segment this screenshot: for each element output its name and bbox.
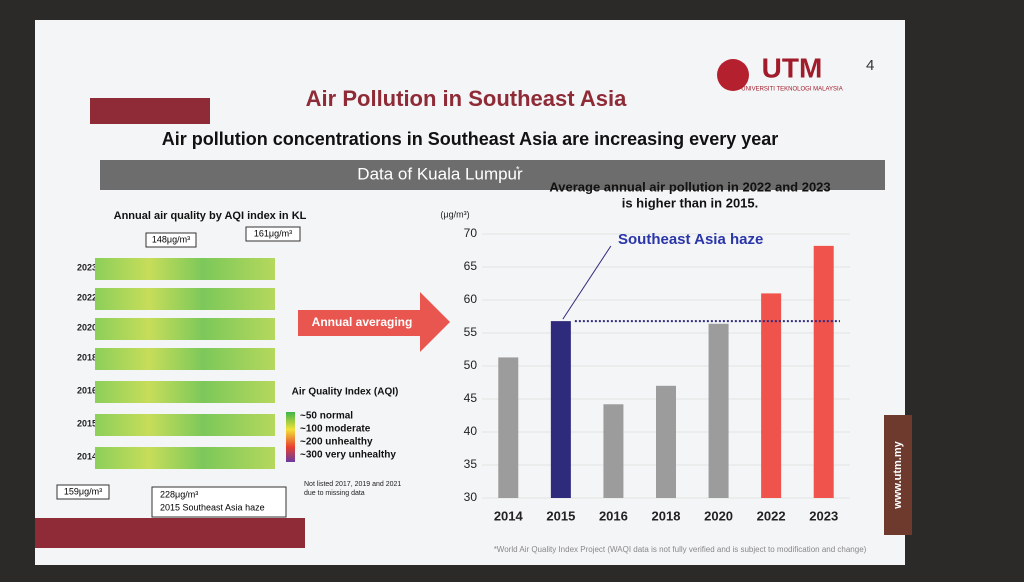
y-tick-label: 55: [464, 325, 478, 339]
y-tick-label: 50: [464, 358, 478, 372]
callout: 228μg/m³: [160, 489, 198, 499]
x-tick-label: 2023: [809, 508, 838, 523]
banner-mark: *: [516, 164, 520, 174]
legend-item: ~200 unhealthy: [300, 437, 373, 448]
banner: [100, 160, 885, 190]
y-tick-label: 45: [464, 391, 478, 405]
logo-sub: UNIVERSITI TEKNOLOGI MALAYSIA: [741, 87, 842, 93]
heatmap-row: [95, 447, 275, 469]
slide-subtitle: Air pollution concentrations in Southeas…: [162, 129, 779, 149]
y-tick-label: 30: [464, 490, 478, 504]
bar: [603, 404, 624, 498]
arrow: [298, 292, 450, 352]
callout-box: [56, 484, 110, 500]
slide-title: Air Pollution in Southeast Asia: [306, 86, 627, 111]
heatmap-title: Annual air quality by AQI index in KL: [114, 210, 307, 222]
heatmap-year: 2022: [77, 292, 97, 302]
page-number: 4: [866, 57, 874, 74]
callout: 161μg/m³: [254, 228, 292, 238]
heatmap-row: [95, 381, 275, 403]
legend-title: Air Quality Index (AQI): [292, 387, 399, 398]
note: due to missing data: [304, 490, 365, 497]
callout: 2015 Southeast Asia haze: [160, 502, 265, 512]
bottom-band: [35, 518, 305, 548]
side-url: www.utm.my: [892, 440, 904, 509]
heatmap-year: 2020: [77, 322, 97, 332]
legend: ~50 normal ~100 moderate ~200 unhealthy ~30…: [300, 411, 396, 461]
callout-box: [145, 232, 197, 248]
x-tick-label: 2014: [494, 508, 524, 523]
heatmap-year: 2016: [77, 385, 97, 395]
callout-box: [245, 226, 301, 242]
heatmap-year: 2018: [77, 352, 97, 362]
bar: [550, 321, 571, 498]
callout: 159μg/m³: [64, 486, 102, 496]
callout-box: [151, 486, 287, 518]
title-band: [90, 98, 210, 124]
x-tick-label: 2015: [546, 508, 575, 523]
y-tick-label: 70: [464, 226, 478, 240]
legend-item: ~300 very unhealthy: [300, 450, 396, 461]
heatmap-row: [95, 318, 275, 340]
bar: [498, 357, 519, 498]
bar: [761, 293, 782, 498]
y-tick-label: 60: [464, 292, 478, 306]
y-tick-label: 35: [464, 457, 478, 471]
callout: 148μg/m³: [152, 234, 190, 244]
x-tick-label: 2020: [704, 508, 733, 523]
bar: [656, 385, 676, 498]
y-tick-label: 40: [464, 424, 478, 438]
legend-swatch: [286, 412, 295, 462]
heatmap-year: 2014: [77, 451, 97, 461]
logo: UTM: [762, 52, 823, 83]
bar: [708, 323, 729, 498]
legend-item: ~50 normal: [300, 411, 353, 422]
x-tick-label: 2018: [652, 508, 681, 523]
note: Not listed 2017, 2019 and 2021: [304, 481, 401, 488]
y-tick-label: 65: [464, 259, 478, 273]
heatmap-row: [95, 258, 275, 280]
banner-text: Data of Kuala Lumpur: [357, 164, 523, 183]
chart-title: Average annual air pollution in 2022 and…: [549, 179, 830, 194]
arrow-label: Annual averaging: [312, 315, 413, 329]
side-band: [884, 415, 912, 535]
heatmap: 2023 2022 2020 2018 2016 2015 2014: [77, 258, 275, 469]
heatmap-year: 2015: [77, 418, 97, 428]
x-tick-label: 2022: [757, 508, 786, 523]
chart-title: is higher than in 2015.: [622, 195, 759, 210]
logo-mark: [717, 59, 749, 91]
footnote: *World Air Quality Index Project (WAQI d…: [494, 545, 867, 554]
bar: [813, 245, 834, 498]
heatmap-year: 2023: [77, 262, 97, 272]
legend-item: ~100 moderate: [300, 424, 371, 435]
heatmap-row: [95, 348, 275, 370]
x-tick-label: 2016: [599, 508, 628, 523]
bar-chart: 30 35 40 45 50 55 60 65 70 2014 2015 2016 2018 2020 20…: [464, 226, 850, 523]
heatmap-row: [95, 288, 275, 310]
heatmap-row: [95, 414, 275, 436]
y-unit: (μg/m³): [440, 209, 469, 219]
annotation: Southeast Asia haze: [618, 231, 763, 248]
annotation-leader: [562, 245, 612, 320]
